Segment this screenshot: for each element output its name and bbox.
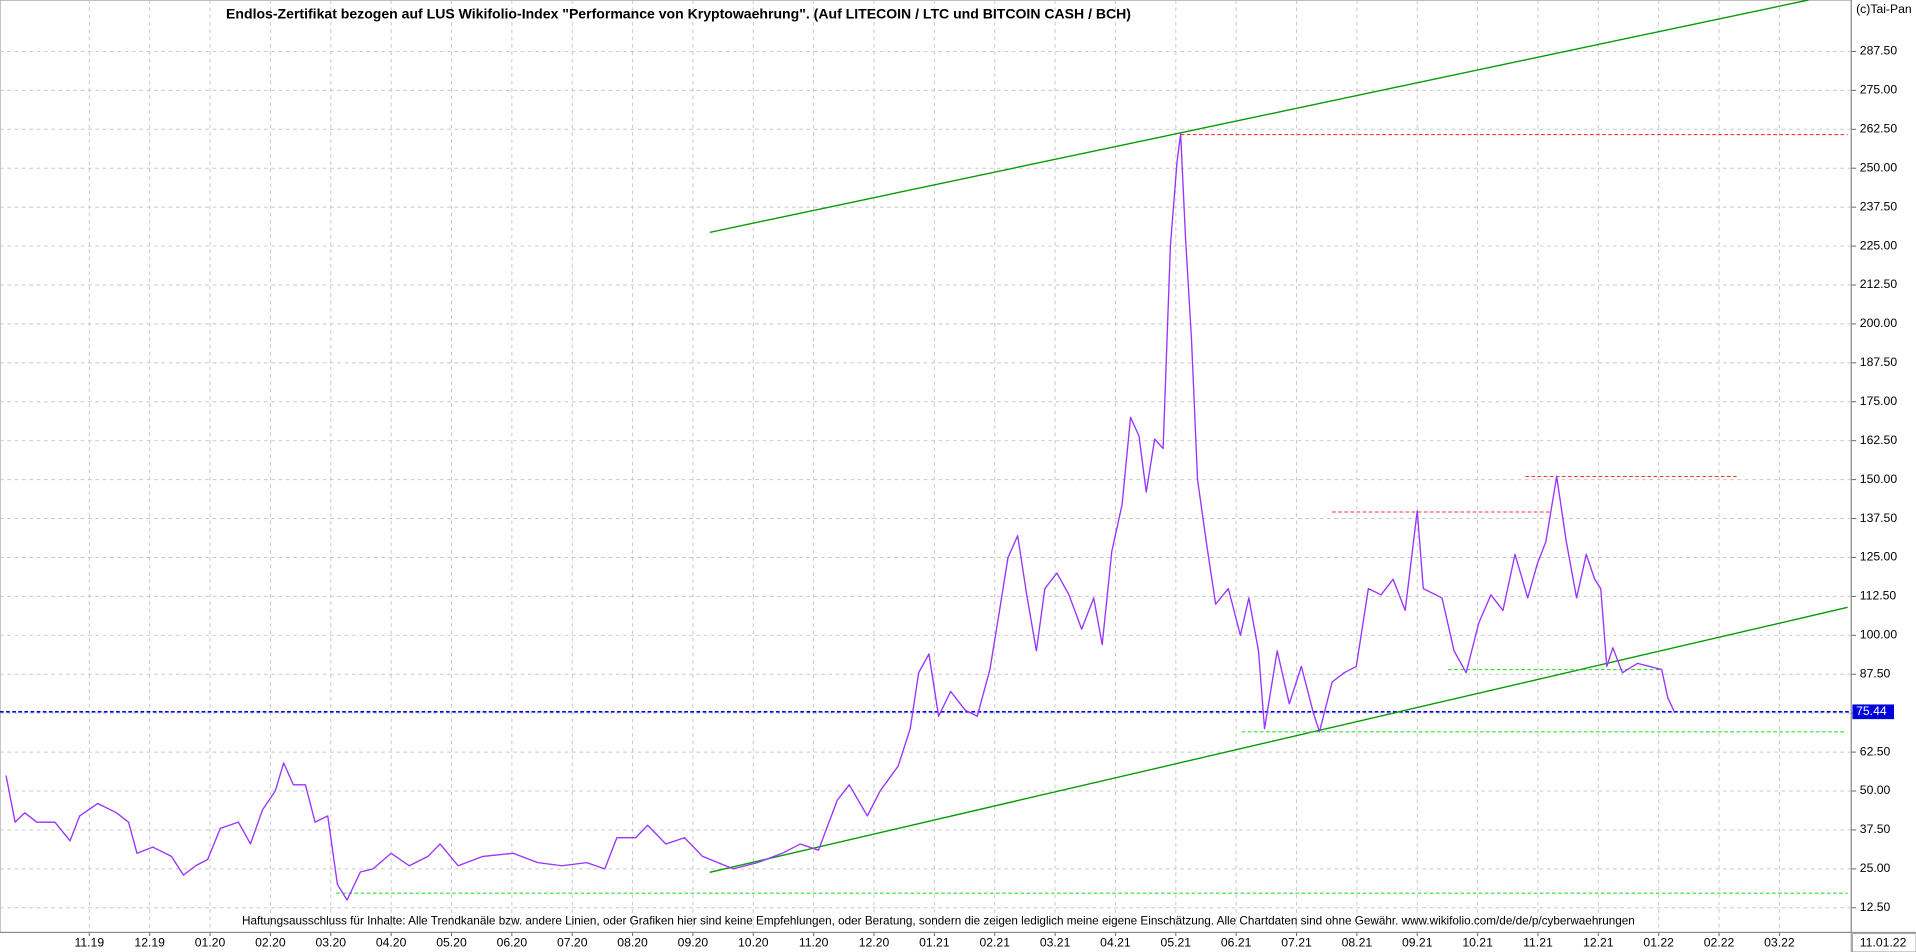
x-tick-label: 05.20 — [436, 936, 467, 950]
x-tick-label: 02.21 — [979, 936, 1010, 950]
grid — [0, 0, 1857, 937]
y-tick-label: 225.00 — [1860, 238, 1898, 252]
y-tick-label: 162.50 — [1860, 433, 1898, 447]
date-label: 11.01.22 — [1860, 936, 1907, 950]
x-tick-label: 11.21 — [1523, 936, 1553, 950]
x-tick-label: 12.21 — [1583, 936, 1614, 950]
plot-area — [0, 0, 1852, 933]
x-tick-label: 12.19 — [134, 936, 165, 950]
x-tick-label: 10.21 — [1462, 936, 1493, 950]
x-tick-label: 11.20 — [799, 936, 829, 950]
y-tick-label: 62.50 — [1860, 744, 1891, 758]
x-tick-label: 03.20 — [315, 936, 346, 950]
x-tick-label: 07.20 — [557, 936, 588, 950]
y-tick-label: 125.00 — [1860, 550, 1898, 564]
y-tick-label: 150.00 — [1860, 472, 1898, 486]
y-tick-label: 212.50 — [1860, 277, 1898, 291]
y-tick-label: 250.00 — [1860, 160, 1898, 174]
x-tick-label: 03.22 — [1764, 936, 1795, 950]
y-tick-label: 262.50 — [1860, 122, 1898, 136]
y-tick-label: 187.50 — [1860, 355, 1898, 369]
y-tick-label: 287.50 — [1860, 44, 1898, 58]
x-tick-label: 09.21 — [1402, 936, 1433, 950]
x-tick-label: 04.21 — [1100, 936, 1131, 950]
x-tick-label: 01.21 — [919, 936, 950, 950]
y-tick-label: 50.00 — [1860, 783, 1891, 797]
y-tick-label: 137.50 — [1860, 511, 1898, 525]
x-tick-label: 10.20 — [738, 936, 769, 950]
x-tick-label: 11.19 — [75, 936, 105, 950]
y-tick-label: 25.00 — [1860, 861, 1891, 875]
y-tick-label: 200.00 — [1860, 316, 1898, 330]
x-tick-label: 07.21 — [1281, 936, 1312, 950]
current-level-box — [1852, 704, 1895, 720]
y-tick-label: 37.50 — [1860, 822, 1891, 836]
x-tick-label: 06.20 — [497, 936, 528, 950]
x-tick-label: 06.21 — [1221, 936, 1252, 950]
y-tick-label: 275.00 — [1860, 83, 1898, 97]
x-tick-label: 01.20 — [195, 936, 226, 950]
x-tick-label: 08.20 — [617, 936, 648, 950]
y-tick-label: 175.00 — [1860, 394, 1898, 408]
y-tick-label: 87.50 — [1860, 666, 1891, 680]
y-tick-label: 237.50 — [1860, 199, 1898, 213]
x-tick-label: 01.22 — [1643, 936, 1674, 950]
price-line — [5, 133, 1675, 901]
x-tick-label: 03.21 — [1040, 936, 1071, 950]
x-tick-label: 02.20 — [255, 936, 286, 950]
y-tick-label: 100.00 — [1860, 628, 1898, 642]
y-tick-label: 12.50 — [1860, 900, 1891, 914]
chart-title: Endlos-Zertifikat bezogen auf LUS Wikifo… — [226, 5, 1131, 21]
trend-line — [709, 0, 1809, 234]
trend-line — [709, 606, 1848, 873]
x-tick-label: 12.20 — [859, 936, 890, 950]
x-tick-label: 08.21 — [1342, 936, 1373, 950]
x-tick-label: 02.22 — [1704, 936, 1735, 950]
current-level-label: 75.44 — [1856, 704, 1887, 718]
copyright: (c)Tai-Pan — [1856, 2, 1912, 16]
lines — [0, 0, 1852, 901]
x-tick-label: 05.21 — [1161, 936, 1192, 950]
x-tick-label: 09.20 — [678, 936, 709, 950]
y-tick-label: 112.50 — [1860, 589, 1897, 603]
disclaimer: Haftungsausschluss für Inhalte: Alle Tre… — [242, 914, 1635, 927]
x-tick-label: 04.20 — [376, 936, 407, 950]
